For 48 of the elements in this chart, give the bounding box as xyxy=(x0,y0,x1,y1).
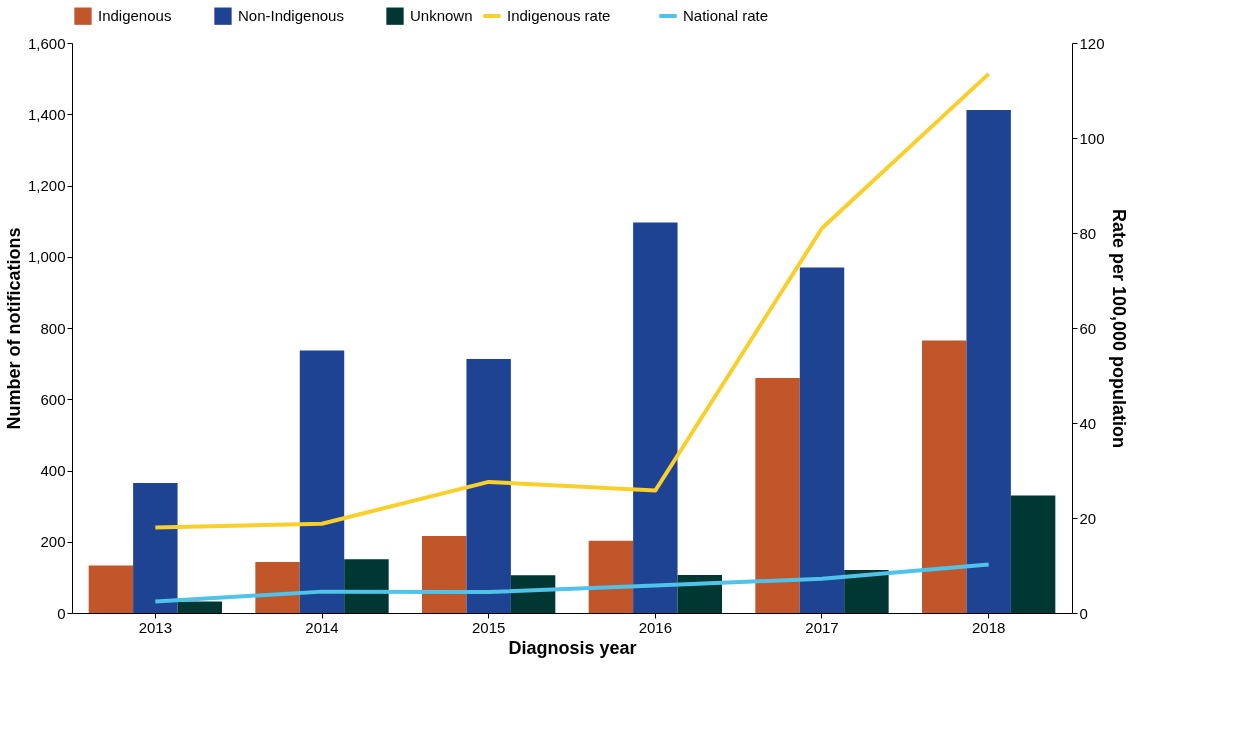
bar xyxy=(255,562,300,613)
y2-tick-label: 0 xyxy=(1079,604,1088,622)
line-series xyxy=(153,71,991,530)
y-tick-label: 200 xyxy=(40,533,66,551)
y-tick-label: 1,400 xyxy=(27,105,66,123)
y2-tick-label: 80 xyxy=(1079,224,1097,242)
y2-tick-label: 40 xyxy=(1079,414,1097,432)
x-axis-title: Diagnosis year xyxy=(508,637,637,658)
bar xyxy=(922,340,967,613)
bar xyxy=(844,569,889,613)
y-tick-label: 1,200 xyxy=(27,177,66,194)
y-tick-label: 400 xyxy=(40,462,66,479)
y-tick-label: 0 xyxy=(57,604,66,622)
bar xyxy=(966,109,1011,613)
bar xyxy=(88,565,134,613)
y2-tick-label: 20 xyxy=(1079,509,1097,527)
x-tick-label: 2016 xyxy=(638,618,673,636)
y-tick-label: 1,600 xyxy=(27,34,66,52)
legend-label: Indigenous xyxy=(98,7,172,25)
bar xyxy=(799,267,845,613)
line-series xyxy=(153,562,991,604)
bar xyxy=(344,559,389,613)
y2-tick-label: 100 xyxy=(1079,129,1105,147)
bar xyxy=(588,540,634,613)
legend-label: Indigenous rate xyxy=(507,7,611,24)
x-tick-label: 2013 xyxy=(138,618,173,636)
bar xyxy=(177,601,222,613)
bar xyxy=(422,536,467,613)
y-tick-label: 1,000 xyxy=(27,248,66,266)
x-tick-label: 2014 xyxy=(305,618,339,636)
x-tick-label: 2015 xyxy=(471,618,506,636)
legend-label: National rate xyxy=(683,7,769,24)
y2-tick-label: 120 xyxy=(1079,34,1105,52)
bar xyxy=(1010,495,1056,613)
legend-label: Non-Indigenous xyxy=(238,7,344,25)
y2-axis-title: Rate per 100,000 population xyxy=(1108,208,1129,449)
bar xyxy=(633,222,678,613)
bar xyxy=(755,377,800,613)
x-tick-label: 2017 xyxy=(805,618,839,636)
bar xyxy=(466,358,511,613)
bar xyxy=(133,482,178,613)
bar xyxy=(299,350,345,613)
y-tick-label: 800 xyxy=(40,319,66,337)
legend-label: Unknown xyxy=(410,7,473,25)
y-axis-title: Number of notifications xyxy=(3,227,24,430)
y-tick-label: 600 xyxy=(40,390,66,408)
y2-tick-label: 60 xyxy=(1079,319,1097,337)
x-tick-label: 2018 xyxy=(971,618,1006,636)
